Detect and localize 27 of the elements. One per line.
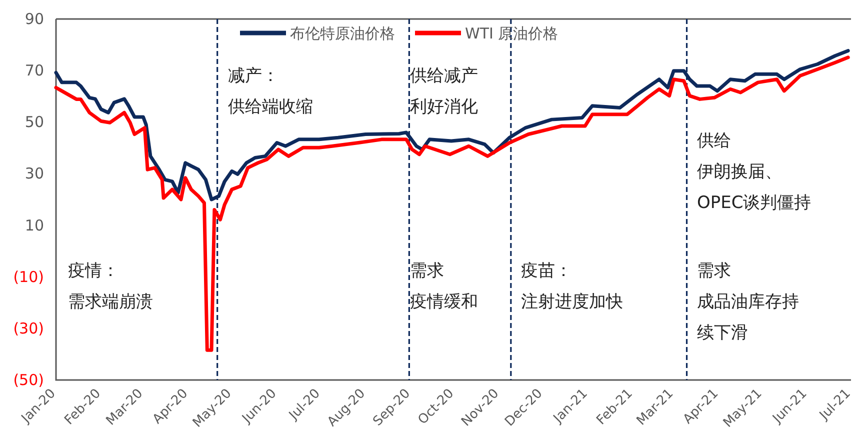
annotation: 供给减产: [410, 66, 478, 86]
annotation: 供给端收缩: [228, 97, 313, 117]
annotation: 需求端崩溃: [68, 292, 153, 312]
annotation: 伊朗换届、: [697, 162, 782, 182]
annotation: 注射进度加快: [521, 292, 623, 312]
line-series: [54, 56, 850, 352]
y-tick-label: 90: [24, 10, 44, 28]
legend-label: 布伦特原油价格: [290, 24, 395, 42]
annotation: 疫情：: [68, 261, 119, 281]
y-tick-label: (30): [13, 319, 44, 338]
annotation: 续下滑: [697, 323, 748, 343]
annotation: 疫情缓和: [410, 292, 478, 312]
annotation: 需求: [697, 261, 731, 281]
annotation: 疫苗：: [521, 261, 572, 281]
y-tick-label: 50: [24, 113, 44, 132]
annotation: 利好消化: [410, 97, 478, 117]
y-tick-label: 70: [24, 62, 44, 80]
annotation: 成品油库存持: [697, 292, 799, 312]
y-tick-label: 30: [24, 164, 44, 183]
annotation: 需求: [410, 261, 444, 281]
annotation: 供给: [697, 131, 731, 151]
y-tick-label: (50): [13, 371, 44, 389]
legend-label: WTI 原油价格: [465, 24, 558, 42]
annotation: 减产：: [228, 66, 279, 86]
annotation: OPEC谈判僵持: [697, 193, 812, 213]
y-tick-label: 10: [24, 216, 44, 234]
y-tick-label: (10): [13, 268, 44, 286]
